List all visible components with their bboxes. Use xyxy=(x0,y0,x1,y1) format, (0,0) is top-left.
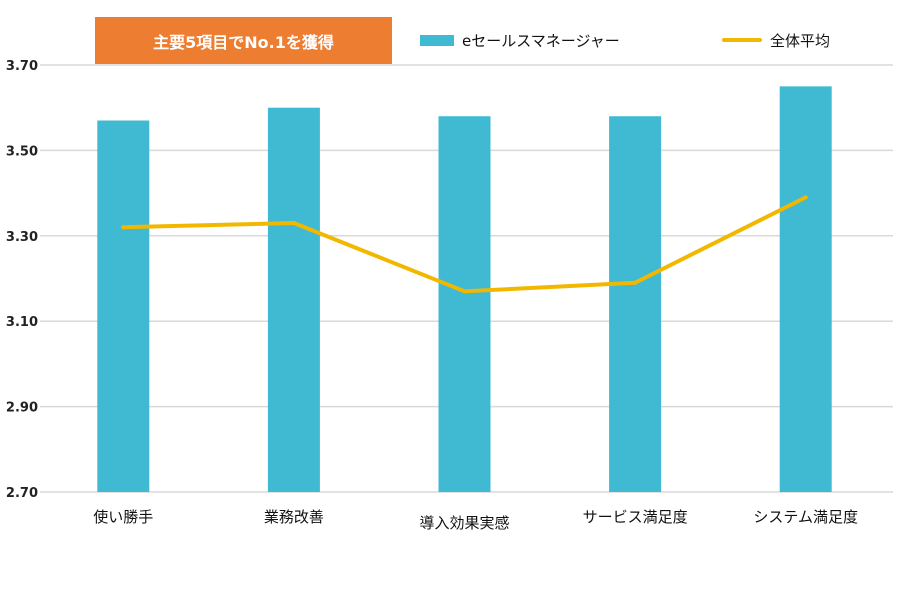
line-point xyxy=(803,195,808,200)
category-label: 導入効果実感 xyxy=(419,514,509,532)
y-tick-label: 2.70 xyxy=(6,486,38,501)
legend-item-line: 全体平均 xyxy=(722,28,830,52)
legend-line-swatch xyxy=(722,38,762,42)
bar xyxy=(438,116,491,493)
bar-series xyxy=(97,86,832,493)
line-point xyxy=(633,280,638,285)
y-axis-ticks: 2.70 2.90 3.10 3.30 3.50 3.70 xyxy=(6,59,38,501)
category-label: サービス満足度 xyxy=(583,508,688,526)
y-tick-label: 3.30 xyxy=(6,230,38,245)
y-tick-label: 3.50 xyxy=(6,144,38,159)
legend-item-bar: eセールスマネージャー xyxy=(420,28,620,52)
line-point xyxy=(462,289,467,294)
bar xyxy=(609,116,662,493)
highlight-badge: 主要5項目でNo.1を獲得 xyxy=(95,17,392,64)
y-tick-label: 2.90 xyxy=(6,401,38,416)
y-tick-label: 3.10 xyxy=(6,315,38,330)
bar xyxy=(267,107,320,492)
category-label: 使い勝手 xyxy=(93,508,153,526)
line-point xyxy=(291,220,296,225)
bar xyxy=(97,120,150,492)
x-axis-categories: 使い勝手 業務改善 導入効果実感 サービス満足度 システム満足度 xyxy=(93,508,858,532)
line-series xyxy=(121,195,808,294)
legend-bar-swatch xyxy=(420,34,454,46)
y-tick-label: 3.70 xyxy=(6,59,38,74)
line-point xyxy=(121,225,126,230)
bar xyxy=(779,86,832,492)
category-label: 業務改善 xyxy=(264,508,324,526)
legend-bar-label: eセールスマネージャー xyxy=(462,31,620,50)
legend-line-label: 全体平均 xyxy=(770,31,831,50)
category-label: システム満足度 xyxy=(753,508,858,526)
